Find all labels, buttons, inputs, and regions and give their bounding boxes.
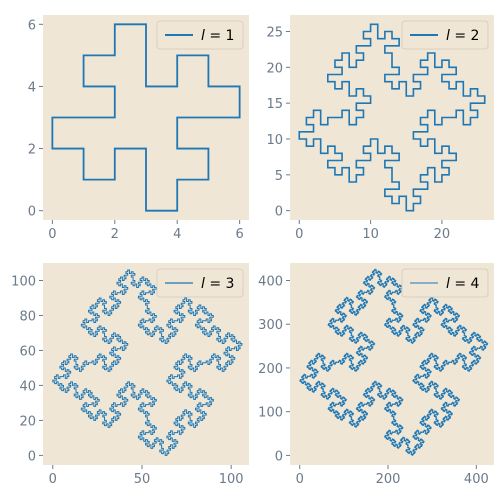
legend-label: l = 1 (201, 28, 234, 44)
y-tick-label: 15 (266, 97, 283, 112)
legend-label: l = 4 (446, 276, 480, 292)
y-tick-label: 0 (275, 449, 283, 464)
y-tick-label: 5 (275, 169, 283, 184)
subplot-bottom-left: 0 50 100 0 20 40 60 80 100 l = 3 (11, 263, 249, 487)
y-tick-label: 20 (266, 61, 283, 76)
series-line-level-4 (299, 268, 489, 456)
legend-label: l = 2 (446, 28, 479, 44)
y-tick-label: 0 (28, 205, 36, 220)
x-tick-label: 0 (49, 472, 57, 487)
y-tick-label: 0 (28, 449, 36, 464)
subplot-bottom-right: 0 200 400 0 100 200 300 400 l = 4 (258, 263, 494, 487)
legend-frame (401, 20, 489, 50)
y-tick-label: 200 (258, 362, 283, 377)
y-tick-label: 10 (266, 133, 283, 148)
subplot-top-right: 0 10 20 0 5 10 15 20 25 l = 2 (266, 15, 494, 242)
y-tick-label: 400 (258, 274, 283, 289)
series-line-level-1 (51, 23, 241, 212)
x-tick-label: 50 (134, 472, 151, 487)
y-tick-label: 2 (28, 143, 36, 158)
series-line-level-3 (52, 269, 243, 456)
y-tick-label: 60 (19, 344, 36, 359)
y-tick-label: 4 (28, 80, 36, 95)
y-tick-label: 100 (11, 274, 36, 289)
y-tick-label: 6 (28, 18, 36, 33)
x-tick-label: 0 (295, 227, 303, 242)
legend: l = 4 (401, 268, 489, 298)
x-tick-label: 10 (362, 227, 379, 242)
x-tick-label: 400 (464, 472, 489, 487)
y-tick-label: 100 (258, 406, 283, 421)
x-tick-label: 200 (376, 472, 401, 487)
legend: l = 3 (156, 268, 244, 298)
legend-frame (156, 20, 244, 50)
x-tick-label: 0 (48, 227, 56, 242)
x-tick-label: 100 (219, 472, 244, 487)
legend-label: l = 3 (201, 276, 234, 292)
x-tick-label: 6 (235, 227, 243, 242)
y-tick-label: 300 (258, 318, 283, 333)
y-tick-label: 25 (266, 25, 283, 40)
x-tick-label: 20 (434, 227, 451, 242)
y-tick-label: 0 (275, 205, 283, 220)
legend: l = 2 (401, 20, 489, 50)
legend: l = 1 (156, 20, 244, 50)
x-tick-label: 0 (296, 472, 304, 487)
x-tick-label: 2 (111, 227, 119, 242)
series-line-level-2 (298, 23, 486, 212)
legend-frame (156, 268, 244, 298)
y-tick-label: 20 (19, 414, 36, 429)
x-tick-label: 4 (173, 227, 181, 242)
y-tick-label: 80 (19, 309, 36, 324)
subplot-top-left: 0 2 4 6 0 2 4 6 l = 1 (28, 15, 249, 242)
legend-frame (401, 268, 489, 298)
y-tick-label: 40 (19, 379, 36, 394)
